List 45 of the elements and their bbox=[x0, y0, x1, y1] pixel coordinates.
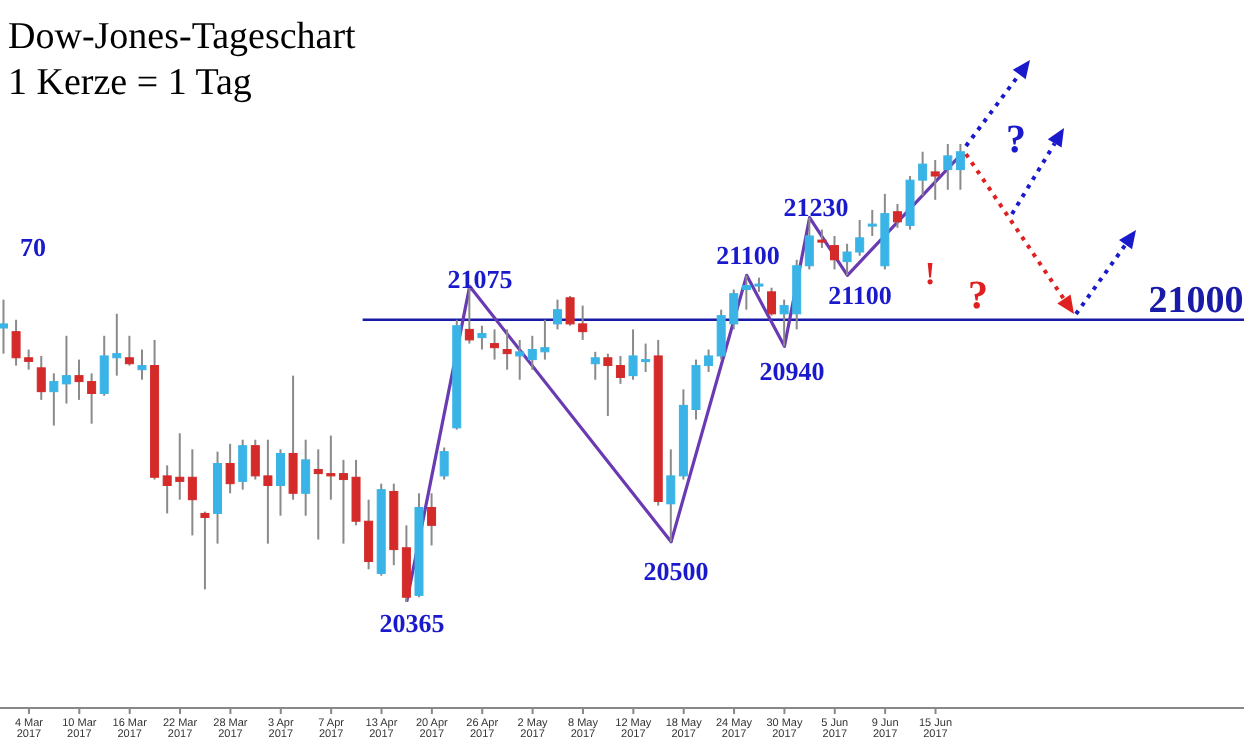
annotation: 20500 bbox=[643, 556, 709, 586]
candlestick bbox=[36, 354, 46, 401]
candlestick bbox=[666, 448, 676, 543]
candlestick bbox=[892, 202, 902, 229]
candlestick bbox=[238, 438, 248, 491]
annotation: 20940 bbox=[759, 356, 825, 386]
annotation: 21100 bbox=[828, 280, 892, 310]
candlestick bbox=[439, 446, 449, 481]
candlestick bbox=[930, 158, 940, 201]
candlestick bbox=[225, 442, 235, 495]
candlestick bbox=[552, 298, 562, 331]
candlestick bbox=[49, 372, 59, 427]
candlestick bbox=[61, 334, 71, 405]
candlestick bbox=[502, 328, 512, 371]
candlestick bbox=[275, 448, 285, 517]
text: 21000 bbox=[1148, 280, 1244, 322]
candlestick bbox=[829, 234, 839, 271]
candlestick bbox=[187, 448, 197, 537]
candlestick bbox=[490, 328, 500, 361]
candlestick bbox=[137, 348, 147, 381]
text: 20365 bbox=[379, 608, 446, 638]
text: ? bbox=[1006, 118, 1026, 162]
candlestick bbox=[464, 285, 474, 345]
chart-title: Dow-Jones-Tageschart bbox=[8, 16, 358, 58]
candlestick bbox=[0, 298, 8, 355]
candlestick bbox=[427, 492, 437, 547]
candlestick bbox=[955, 142, 965, 191]
annotation: 21075 bbox=[447, 264, 514, 294]
candlestick bbox=[767, 286, 777, 317]
candlestick bbox=[515, 338, 525, 381]
candlestick bbox=[804, 216, 814, 271]
annotation: 70 bbox=[20, 232, 46, 262]
text: ? bbox=[968, 274, 988, 318]
candlestick bbox=[943, 142, 953, 191]
annotation: 21100 bbox=[716, 240, 780, 270]
candlestick bbox=[301, 438, 311, 517]
annotation: ! bbox=[924, 258, 936, 292]
candlestick bbox=[124, 334, 134, 367]
annotation: 21230 bbox=[783, 192, 849, 222]
candlestick bbox=[477, 324, 487, 351]
chart-subtitle: 1 Kerze = 1 Tag bbox=[8, 62, 253, 104]
candlestick bbox=[288, 374, 298, 501]
candlestick bbox=[590, 350, 600, 381]
candlestick bbox=[200, 510, 210, 591]
candlestick bbox=[817, 228, 827, 249]
